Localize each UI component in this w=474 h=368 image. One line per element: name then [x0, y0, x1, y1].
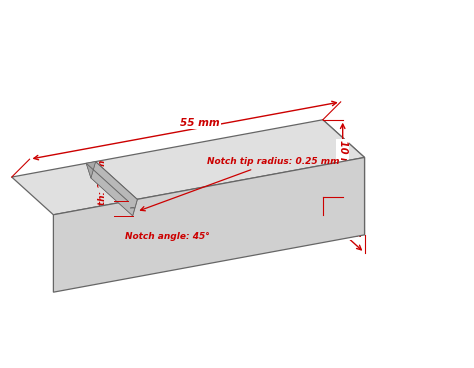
Text: 10 mm: 10 mm	[337, 140, 348, 177]
Text: Notch tip radius: 0.25 mm: Notch tip radius: 0.25 mm	[140, 157, 339, 211]
Polygon shape	[91, 162, 137, 216]
Polygon shape	[54, 158, 365, 292]
Polygon shape	[86, 162, 96, 178]
Text: 55 mm: 55 mm	[180, 118, 220, 128]
Text: 10 mm: 10 mm	[325, 229, 362, 239]
Text: Notch angle: 45°: Notch angle: 45°	[125, 231, 210, 241]
Polygon shape	[323, 120, 365, 235]
Polygon shape	[12, 120, 365, 215]
Polygon shape	[86, 163, 133, 216]
Text: Notch depth: 2 mm: Notch depth: 2 mm	[98, 160, 107, 257]
